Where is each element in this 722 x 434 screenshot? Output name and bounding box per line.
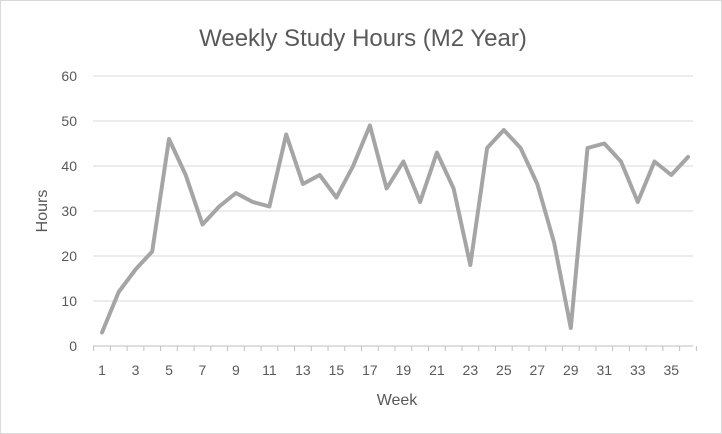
x-tick-label: 13 <box>295 362 311 378</box>
x-tick-label: 17 <box>362 362 378 378</box>
x-axis-title: Week <box>377 392 419 409</box>
x-tick-label: 1 <box>98 362 106 378</box>
y-axis-ticks: 0 10 20 30 40 50 60 <box>61 68 77 354</box>
y-tick-label: 0 <box>69 338 77 354</box>
y-axis-title: Hours <box>34 190 51 233</box>
x-axis-ticks: 1 3 5 7 9 11 13 15 17 19 21 23 25 27 29 31 33 35 <box>93 346 697 378</box>
y-tick-label: 60 <box>61 68 77 84</box>
series-layer <box>100 123 690 335</box>
x-tick-label: 15 <box>329 362 345 378</box>
x-tick-label: 31 <box>596 362 612 378</box>
x-tick-label: 29 <box>563 362 579 378</box>
x-tick-label: 23 <box>463 362 479 378</box>
x-tick-label: 21 <box>429 362 445 378</box>
y-tick-label: 50 <box>61 113 77 129</box>
x-tick-label: 9 <box>232 362 240 378</box>
x-tick-label: 33 <box>630 362 646 378</box>
x-tick-label: 7 <box>199 362 207 378</box>
y-tick-label: 40 <box>61 158 77 174</box>
gridlines <box>93 75 693 347</box>
x-tick-label: 25 <box>496 362 512 378</box>
series-line <box>100 123 690 335</box>
y-tick-label: 20 <box>61 248 77 264</box>
x-tick-label: 5 <box>165 362 173 378</box>
x-tick-label: 11 <box>262 362 277 378</box>
y-tick-label: 30 <box>61 203 77 219</box>
x-tick-label: 35 <box>663 362 679 378</box>
x-tick-label: 3 <box>132 362 140 378</box>
x-tick-label: 27 <box>530 362 546 378</box>
y-tick-label: 10 <box>61 293 77 309</box>
x-tick-label: 19 <box>396 362 412 378</box>
chart-title: Weekly Study Hours (M2 Year) <box>199 25 527 52</box>
